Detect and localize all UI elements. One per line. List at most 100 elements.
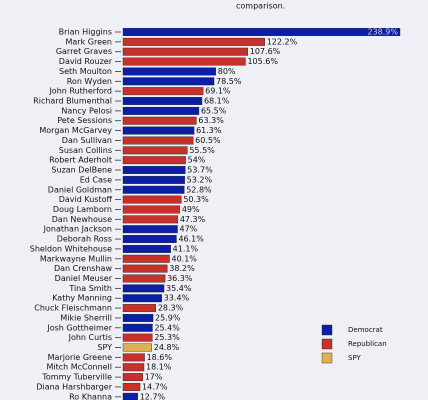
category-label: Dan Sullivan <box>62 136 112 145</box>
category-label: Seth Moulton <box>59 67 112 76</box>
bar <box>122 343 152 352</box>
value-label: 24.8% <box>154 343 180 352</box>
category-label: Josh Gottheimer <box>46 323 112 332</box>
category-label: Robert Aderholt <box>49 156 112 165</box>
value-label: 18.6% <box>147 353 173 362</box>
bar <box>122 235 177 244</box>
category-label: David Kustoff <box>59 195 113 204</box>
category-label: Brian Higgins <box>59 28 112 37</box>
category-label: Garret Graves <box>56 47 112 56</box>
value-label: 68.1% <box>204 97 230 106</box>
value-label: 122.2% <box>267 37 298 46</box>
bar <box>122 156 186 165</box>
value-label: 25.3% <box>154 333 180 342</box>
value-label: 50.3% <box>183 195 209 204</box>
category-label: Tommy Tuberville <box>41 373 112 382</box>
bar <box>122 333 153 342</box>
category-label: Mark Green <box>66 37 113 46</box>
bar <box>122 175 185 184</box>
bar <box>122 87 204 96</box>
bar <box>122 274 166 283</box>
value-label: 12.7% <box>140 392 166 400</box>
category-label: Mitch McConnell <box>46 363 112 372</box>
category-label: Dan Crenshaw <box>54 264 113 273</box>
value-label: 17% <box>145 373 163 382</box>
category-label: Kathy Manning <box>52 294 112 303</box>
bar <box>122 284 165 293</box>
value-label: 40.1% <box>171 254 197 263</box>
legend-swatch <box>321 338 333 350</box>
category-label: Ro Khanna <box>69 392 112 400</box>
category-label: Sheldon Whitehouse <box>30 244 112 253</box>
bar <box>122 166 186 174</box>
category-label: Daniel Meuser <box>55 274 113 283</box>
category-label: David Rouzer <box>59 57 113 66</box>
value-label: 53.2% <box>187 175 213 184</box>
category-label: Marjorie Greene <box>48 353 112 362</box>
value-label: 46.1% <box>178 235 204 244</box>
category-label: Chuck Fleischmann <box>34 304 112 313</box>
bar <box>122 97 203 105</box>
value-label: 69.1% <box>205 87 231 96</box>
legend-label: Democrat <box>348 326 383 334</box>
bar <box>122 264 168 273</box>
category-label: Mikie Sherrill <box>60 313 112 322</box>
category-label: John Curtis <box>68 333 112 342</box>
bar <box>122 136 194 145</box>
value-label: 61.3% <box>196 126 222 135</box>
bar <box>122 185 185 194</box>
bar <box>122 106 200 115</box>
value-label: 36.3% <box>167 274 193 283</box>
value-label: 38.2% <box>169 264 195 273</box>
value-label: 25.9% <box>155 313 181 322</box>
category-label: Daniel Goldman <box>48 185 112 194</box>
category-label: Suzan DelBene <box>51 166 112 175</box>
category-label: Dan Newhouse <box>52 215 112 224</box>
category-label: Doug Lamborn <box>53 205 112 214</box>
category-label: Jonathan Jackson <box>43 225 112 234</box>
value-label: 14.7% <box>142 382 168 391</box>
bar <box>122 28 401 36</box>
category-label: Susan Collins <box>59 146 112 155</box>
bar <box>122 313 154 322</box>
value-label: 78.5% <box>216 77 242 86</box>
value-label: 65.5% <box>201 106 227 115</box>
value-label: 25.4% <box>154 323 180 332</box>
value-label: 60.5% <box>195 136 221 145</box>
value-label: 80% <box>218 67 236 76</box>
category-label: Pete Sessions <box>57 116 112 125</box>
bar <box>122 353 145 362</box>
value-label: 33.4% <box>164 294 190 303</box>
bar <box>122 146 188 155</box>
value-label: 55.5% <box>189 146 215 155</box>
bar <box>122 77 215 86</box>
value-label: 52.8% <box>186 185 212 194</box>
value-label: 47.3% <box>180 215 206 224</box>
bar <box>122 304 157 313</box>
category-label: SPY <box>97 343 112 352</box>
category-label: Deborah Ross <box>57 235 112 244</box>
bar <box>122 225 178 234</box>
category-label: Nancy Pelosi <box>61 106 112 115</box>
bar <box>122 126 195 135</box>
bar <box>122 195 182 204</box>
legend-label: SPY <box>348 354 362 362</box>
bar <box>122 57 246 66</box>
chart-subtitle: comparison. <box>236 2 285 11</box>
bar <box>122 215 179 224</box>
bar <box>122 363 145 372</box>
value-label: 35.4% <box>166 284 192 293</box>
legend-label: Republican <box>348 340 387 348</box>
bar <box>122 47 248 56</box>
category-label: John Rutherford <box>48 87 112 96</box>
bar <box>122 383 141 391</box>
bar <box>122 323 153 332</box>
value-label: 47% <box>179 225 197 234</box>
value-label: 53.7% <box>187 166 213 175</box>
bar <box>122 67 216 76</box>
value-label: 105.6% <box>247 57 278 66</box>
bar <box>122 373 143 382</box>
bar <box>122 254 170 263</box>
legend-swatch <box>321 352 333 364</box>
bar <box>122 244 171 253</box>
